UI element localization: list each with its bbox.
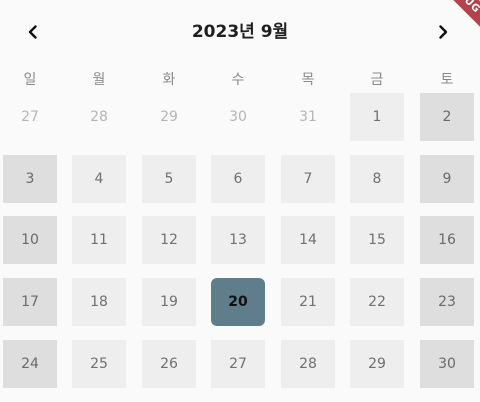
day-cell[interactable]: 8 <box>350 155 404 203</box>
weekday-label: 화 <box>162 72 176 88</box>
day-cell[interactable]: 11 <box>72 216 126 264</box>
chevron-right-icon <box>439 25 448 39</box>
outside-month-day-cell: 31 <box>299 109 317 125</box>
day-cell[interactable]: 24 <box>3 340 57 388</box>
day-cell[interactable]: 13 <box>211 216 265 264</box>
day-cell[interactable]: 4 <box>72 155 126 203</box>
day-cell[interactable]: 6 <box>211 155 265 203</box>
day-cell[interactable]: 14 <box>281 216 335 264</box>
weekday-label: 월 <box>92 72 106 88</box>
day-cell[interactable]: 12 <box>142 216 196 264</box>
outside-month-day-cell: 29 <box>160 109 178 125</box>
day-cell[interactable]: 21 <box>281 278 335 326</box>
weekday-label: 수 <box>231 72 245 88</box>
weekday-label: 토 <box>440 72 454 88</box>
next-month-button[interactable] <box>423 12 463 52</box>
day-cell[interactable]: 27 <box>211 340 265 388</box>
weekday-label: 목 <box>301 72 315 88</box>
day-cell[interactable]: 18 <box>72 278 126 326</box>
prev-month-button[interactable] <box>13 12 53 52</box>
day-cell[interactable]: 26 <box>142 340 196 388</box>
day-cell[interactable]: 22 <box>350 278 404 326</box>
day-cell[interactable]: 28 <box>281 340 335 388</box>
day-cell[interactable]: 29 <box>350 340 404 388</box>
day-cell[interactable]: 9 <box>420 155 474 203</box>
day-cell[interactable]: 5 <box>142 155 196 203</box>
day-cell[interactable]: 10 <box>3 216 57 264</box>
day-cell[interactable]: 15 <box>350 216 404 264</box>
day-cell[interactable]: 1 <box>350 93 404 141</box>
outside-month-day-cell: 28 <box>90 109 108 125</box>
day-cell[interactable]: 30 <box>420 340 474 388</box>
outside-month-day-cell: 30 <box>229 109 247 125</box>
day-cell[interactable]: 23 <box>420 278 474 326</box>
weekday-label: 금 <box>370 72 384 88</box>
day-cell[interactable]: 19 <box>142 278 196 326</box>
chevron-left-icon <box>28 25 37 39</box>
outside-month-day-cell: 27 <box>21 109 39 125</box>
day-cell[interactable]: 3 <box>3 155 57 203</box>
month-title: 2023년 9월 <box>191 22 289 42</box>
day-cell[interactable]: 7 <box>281 155 335 203</box>
calendar-header: 2023년 9월 DEBUG <box>0 0 480 64</box>
day-cell[interactable]: 17 <box>3 278 57 326</box>
weekday-label: 일 <box>23 72 37 88</box>
day-cell[interactable]: 2 <box>420 93 474 141</box>
day-cell[interactable]: 16 <box>420 216 474 264</box>
selected-day-cell[interactable]: 20 <box>211 278 265 326</box>
day-cell[interactable]: 25 <box>72 340 126 388</box>
